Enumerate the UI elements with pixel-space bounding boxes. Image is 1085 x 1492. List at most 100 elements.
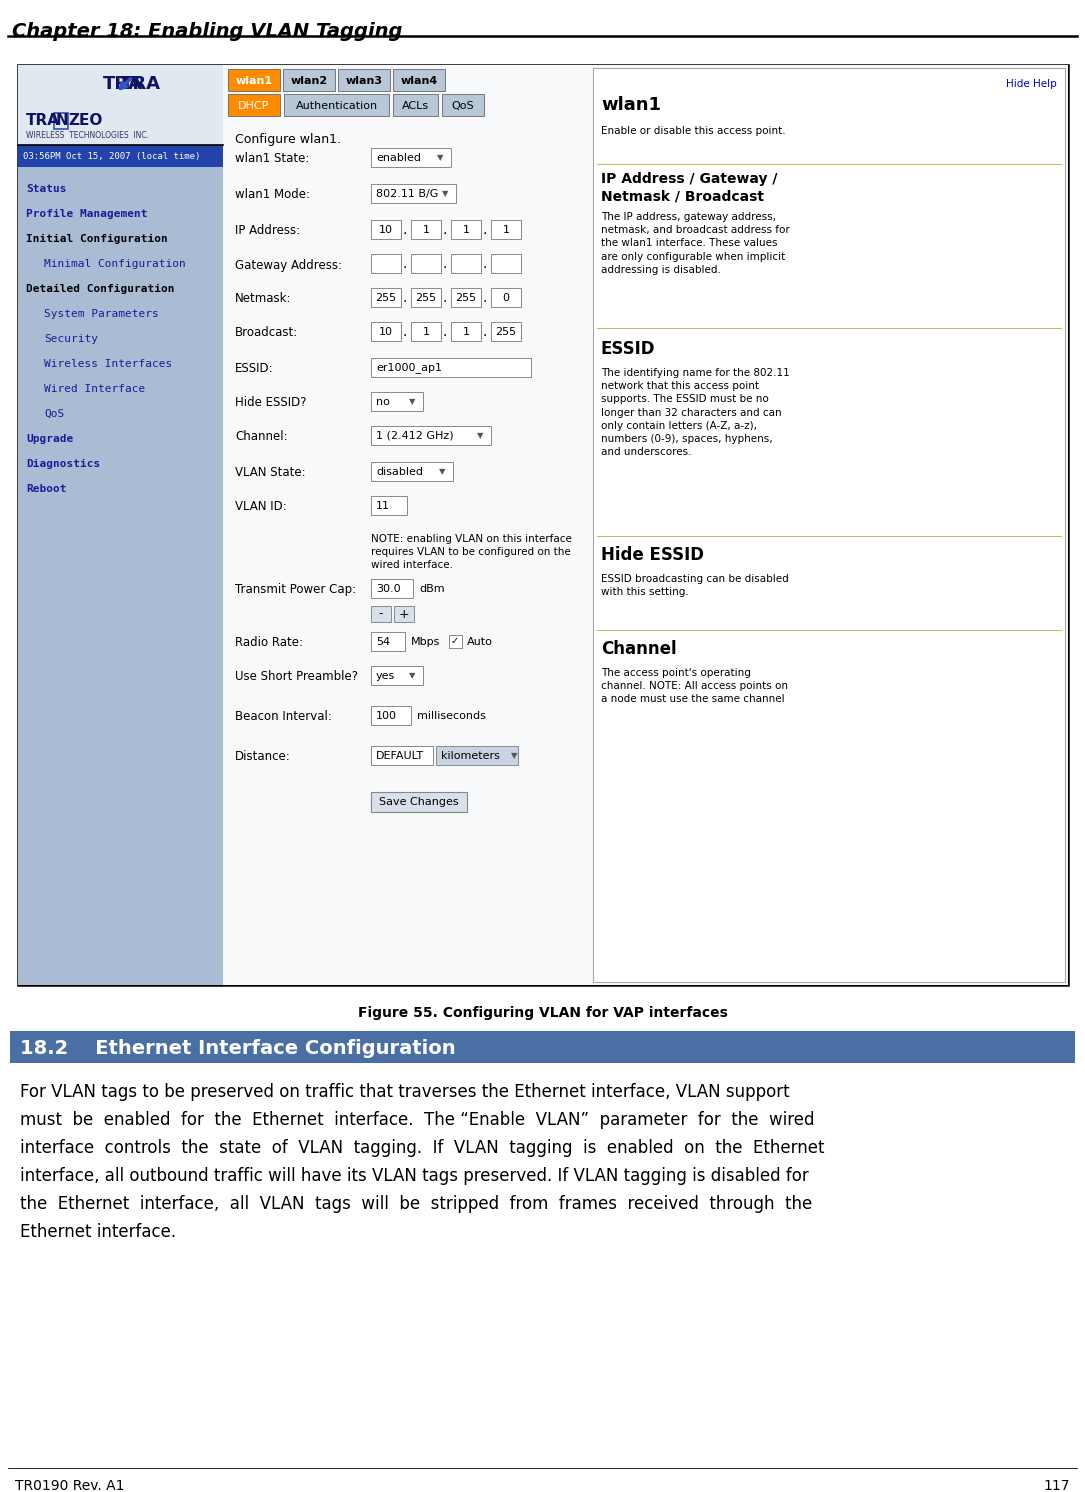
Bar (371, 322, 401, 342)
Text: er1000_ap1: er1000_ap1 (376, 363, 442, 373)
Text: TRA: TRA (26, 113, 60, 128)
Text: Wireless Interfaces: Wireless Interfaces (44, 360, 173, 369)
Bar (228, 69, 280, 91)
Text: 1 (2.412 GHz): 1 (2.412 GHz) (376, 431, 454, 442)
Bar (411, 288, 441, 307)
Text: For VLAN tags to be preserved on traffic that traverses the Ethernet interface, : For VLAN tags to be preserved on traffic… (20, 1083, 790, 1101)
Text: DEFAULT: DEFAULT (376, 750, 424, 761)
Text: dBm: dBm (419, 583, 445, 594)
Text: 18.2    Ethernet Interface Configuration: 18.2 Ethernet Interface Configuration (20, 1038, 456, 1058)
Text: Wired Interface: Wired Interface (44, 383, 145, 394)
Text: .: . (482, 257, 486, 272)
Bar (492, 322, 521, 342)
Bar (442, 94, 484, 116)
Bar (411, 322, 441, 342)
Text: ESSID broadcasting can be disabled
with this setting.: ESSID broadcasting can be disabled with … (601, 574, 789, 597)
Text: ESSID: ESSID (601, 340, 655, 358)
Text: 54: 54 (376, 637, 391, 648)
Bar (492, 288, 521, 307)
Text: 117: 117 (1044, 1479, 1070, 1492)
Text: TRA: TRA (102, 75, 142, 93)
Text: enabled: enabled (376, 154, 421, 163)
Text: .: . (482, 222, 486, 237)
Bar (371, 427, 492, 445)
Bar (371, 579, 413, 598)
Bar (593, 69, 1065, 982)
Text: 03:56PM Oct 15, 2007 (local time): 03:56PM Oct 15, 2007 (local time) (23, 152, 201, 161)
Text: Radio Rate:: Radio Rate: (235, 637, 303, 649)
Bar (371, 633, 405, 651)
Bar (451, 219, 481, 239)
Bar (371, 665, 423, 685)
Text: NOTE: enabling VLAN on this interface
requires VLAN to be configured on the
wire: NOTE: enabling VLAN on this interface re… (371, 534, 572, 570)
Bar (449, 636, 462, 648)
Text: .: . (403, 257, 407, 272)
Bar (492, 219, 521, 239)
Text: Security: Security (44, 334, 98, 345)
Text: IP Address:: IP Address: (235, 224, 301, 237)
Text: yes: yes (376, 671, 395, 680)
Text: wlan2: wlan2 (291, 76, 328, 87)
Text: QoS: QoS (451, 101, 474, 110)
Text: The access point's operating
channel. NOTE: All access points on
a node must use: The access point's operating channel. NO… (601, 668, 788, 704)
Text: TR0190 Rev. A1: TR0190 Rev. A1 (15, 1479, 125, 1492)
Text: Minimal Configuration: Minimal Configuration (44, 260, 186, 269)
Text: ▼: ▼ (477, 431, 484, 440)
Text: 255: 255 (496, 327, 516, 337)
Text: 1: 1 (462, 225, 470, 236)
Bar (371, 392, 423, 410)
Bar (394, 606, 414, 622)
Bar (18, 145, 224, 167)
Text: wlan4: wlan4 (400, 76, 437, 87)
Text: no: no (376, 397, 390, 407)
Text: +: + (398, 607, 409, 621)
Bar (371, 606, 391, 622)
Text: VLAN ID:: VLAN ID: (235, 500, 286, 513)
Text: 255: 255 (375, 292, 396, 303)
Text: Profile Management: Profile Management (26, 209, 148, 219)
Text: ACLs: ACLs (401, 101, 429, 110)
Text: Auto: Auto (467, 637, 493, 648)
Bar (283, 69, 335, 91)
Bar (371, 219, 401, 239)
Text: Hide ESSID: Hide ESSID (601, 546, 704, 564)
Text: .: . (442, 222, 446, 237)
Text: Beacon Interval:: Beacon Interval: (235, 710, 332, 724)
Text: .: . (442, 257, 446, 272)
Bar (436, 746, 518, 765)
Text: WIRELESS  TECHNOLOGIES  INC.: WIRELESS TECHNOLOGIES INC. (26, 131, 149, 140)
Text: interface  controls  the  state  of  VLAN  tagging.  If  VLAN  tagging  is  enab: interface controls the state of VLAN tag… (20, 1138, 825, 1156)
Bar (18, 66, 1068, 985)
Bar (18, 66, 224, 985)
Text: 10: 10 (379, 225, 393, 236)
Bar (371, 706, 411, 725)
Bar (451, 254, 481, 273)
Text: ▼: ▼ (409, 397, 416, 406)
Text: DHCP: DHCP (239, 101, 270, 110)
Bar (371, 463, 454, 480)
Bar (371, 254, 401, 273)
Bar (371, 288, 401, 307)
Text: .: . (482, 291, 486, 304)
Text: 1: 1 (422, 225, 430, 236)
Text: Initial Configuration: Initial Configuration (26, 234, 168, 245)
Bar (451, 288, 481, 307)
Bar (18, 66, 224, 145)
Text: Transmit Power Cap:: Transmit Power Cap: (235, 583, 356, 597)
Text: Netmask:: Netmask: (235, 292, 292, 306)
Text: ▼: ▼ (511, 752, 518, 761)
Text: ESSID:: ESSID: (235, 363, 273, 376)
Bar (393, 69, 445, 91)
Bar (411, 254, 441, 273)
Text: 255: 255 (416, 292, 436, 303)
Text: disabled: disabled (376, 467, 423, 477)
Text: 1: 1 (502, 225, 510, 236)
Text: Upgrade: Upgrade (26, 434, 74, 445)
Text: VLAN State:: VLAN State: (235, 467, 306, 479)
Bar (54, 113, 68, 128)
Text: ZEO: ZEO (68, 113, 102, 128)
Text: Hide ESSID?: Hide ESSID? (235, 397, 306, 409)
Text: N: N (56, 113, 68, 128)
Text: IP Address / Gateway /
Netmask / Broadcast: IP Address / Gateway / Netmask / Broadca… (601, 172, 778, 203)
Text: .: . (403, 291, 407, 304)
